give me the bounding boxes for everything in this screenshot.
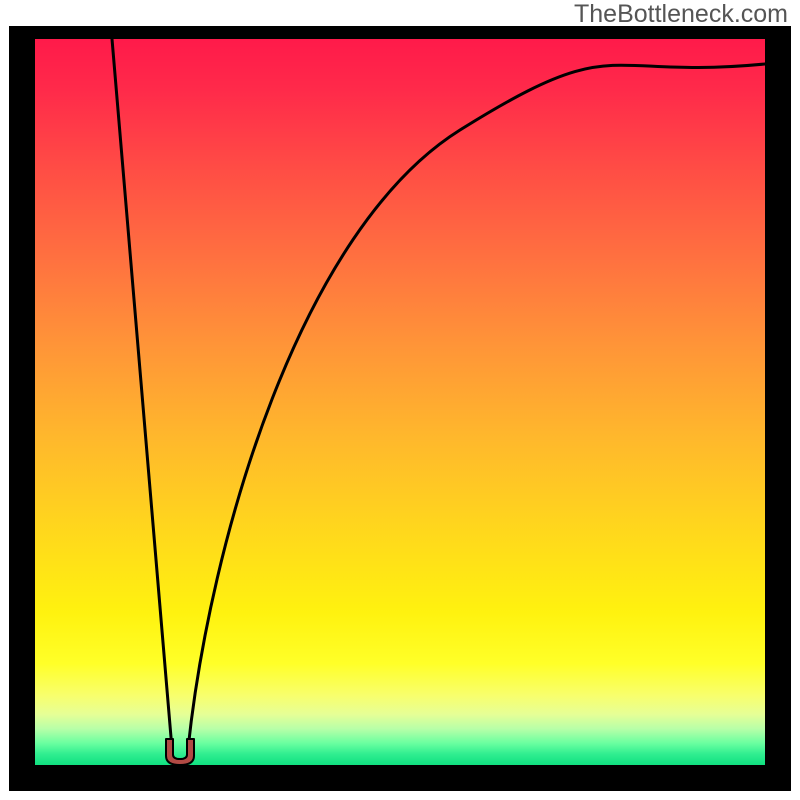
gradient-background: [35, 39, 765, 765]
chart-svg: [0, 0, 800, 800]
